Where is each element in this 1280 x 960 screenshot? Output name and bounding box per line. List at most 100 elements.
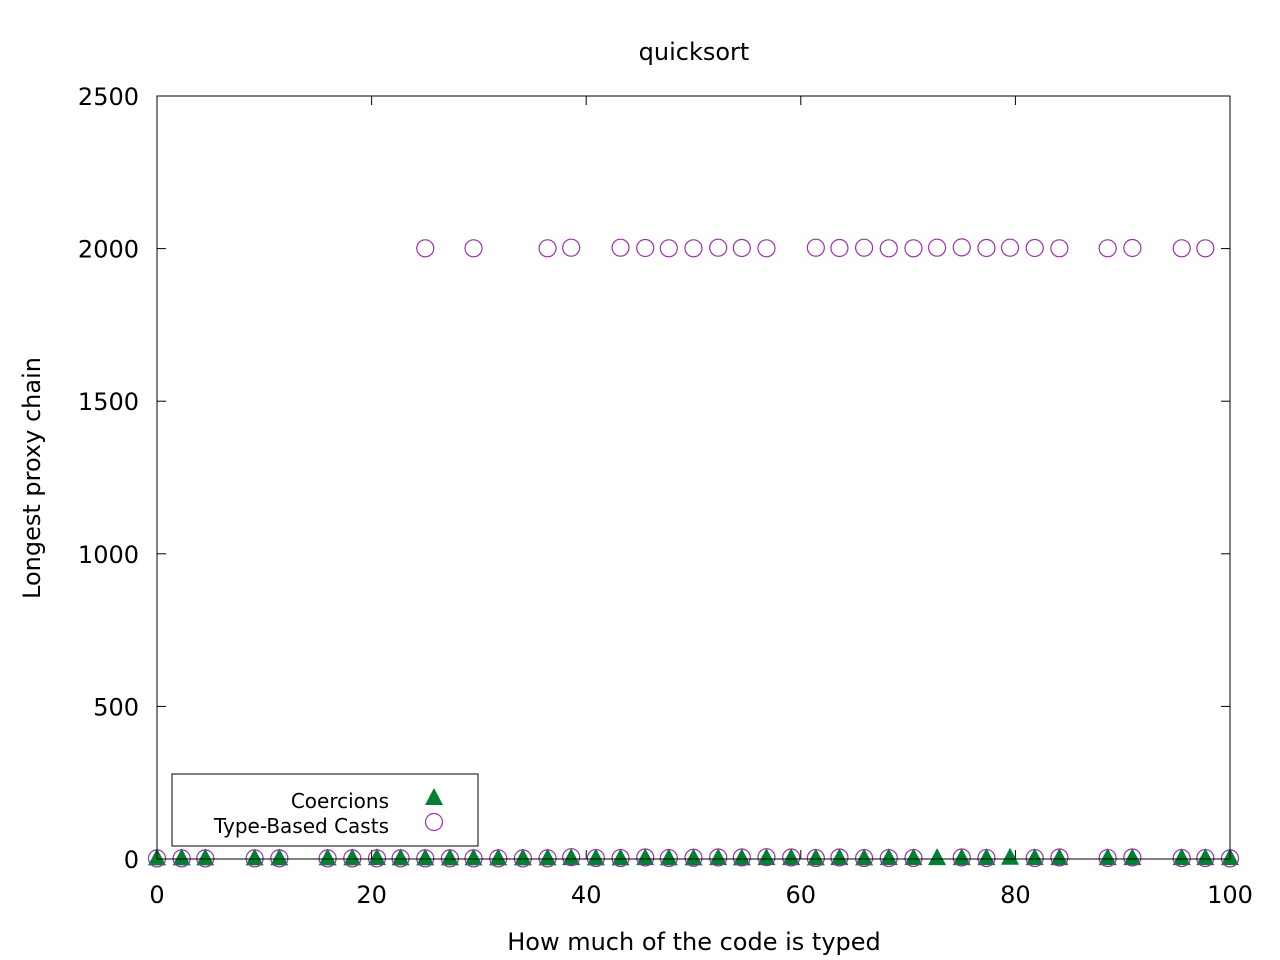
type-based-casts-point (245, 849, 264, 868)
type-based-casts-point (659, 239, 678, 258)
coercions-point (196, 848, 215, 866)
coercions-point (636, 848, 655, 866)
type-based-casts-point (416, 849, 435, 868)
legend-marker-coercions (425, 788, 443, 805)
coercions-point (806, 848, 825, 866)
type-based-casts-point (611, 238, 630, 257)
type-based-casts-point (270, 849, 289, 868)
type-based-casts-point (1000, 238, 1020, 257)
y-axis-label: Longest proxy chain (18, 357, 46, 599)
type-based-casts-point (855, 848, 874, 868)
type-based-casts-point (879, 239, 898, 258)
type-based-casts-point (879, 848, 898, 868)
type-based-casts-point (172, 849, 191, 868)
type-based-casts-point (709, 848, 728, 867)
coercions-point (782, 848, 801, 866)
type-based-casts-point (464, 239, 483, 258)
type-based-casts-point (538, 849, 557, 868)
coercions-point (172, 848, 191, 866)
x-tick-label: 0 (149, 881, 164, 909)
legend-label-type-based-casts: Type-Based Casts (213, 814, 389, 838)
legend-marker-type-based-casts (424, 812, 444, 832)
coercions-point (1172, 848, 1191, 866)
coercions-point (611, 848, 630, 866)
type-based-casts-point (927, 238, 947, 257)
type-based-casts-point (855, 238, 874, 257)
coercions-point (830, 848, 849, 866)
type-based-casts-point (1025, 848, 1044, 868)
type-based-casts-point (562, 848, 581, 867)
y-tick-label: 2000 (78, 236, 139, 264)
coercions-point (1123, 848, 1142, 866)
legend-label-coercions: Coercions (291, 789, 389, 813)
coercions-point (855, 848, 874, 866)
type-based-casts-point (611, 848, 630, 868)
coercions-point (1196, 848, 1215, 866)
chart-title: quicksort (639, 38, 750, 66)
type-based-casts-point (757, 848, 776, 867)
type-based-casts-point (904, 239, 923, 258)
type-based-casts-point (904, 848, 923, 868)
type-based-casts-point (1123, 848, 1142, 867)
type-based-casts-point (1123, 238, 1142, 258)
type-based-casts-point (684, 848, 703, 867)
type-based-casts-point (732, 848, 751, 867)
coercions-point (343, 848, 362, 866)
type-based-casts-point (830, 848, 849, 867)
coercions-point (709, 848, 728, 866)
legend-box (171, 773, 479, 847)
y-tick-label: 500 (93, 693, 139, 721)
legend: Coercions Type-Based Casts (171, 773, 479, 847)
coercions-point (562, 848, 581, 866)
type-based-casts-point (562, 238, 581, 257)
coercions-point (391, 848, 410, 866)
y-tick-label: 1000 (78, 541, 139, 569)
type-based-casts-point (709, 238, 728, 257)
type-based-casts-point (440, 849, 460, 868)
coercions-point (879, 848, 898, 866)
type-based-casts-point (1196, 239, 1215, 258)
type-based-casts-point (391, 849, 410, 868)
x-tick-label: 20 (356, 881, 387, 909)
type-based-casts-point (513, 849, 532, 868)
type-based-casts-point (416, 239, 435, 258)
type-based-casts-point (636, 238, 655, 258)
x-tick-label: 100 (1207, 881, 1253, 909)
type-based-casts-point (1050, 848, 1069, 867)
type-based-casts-point (952, 848, 971, 867)
y-tick-label: 1500 (78, 388, 139, 416)
type-based-casts-point (684, 239, 703, 258)
coercions-point (513, 848, 532, 866)
type-based-casts-point (343, 849, 362, 868)
type-based-casts-point (659, 848, 678, 868)
type-based-casts-point (367, 849, 387, 868)
type-based-casts-point (977, 238, 996, 258)
coercions-point (270, 848, 289, 866)
type-based-casts-point (1196, 848, 1215, 868)
coercions-point (245, 848, 264, 866)
coercions-point (489, 848, 508, 866)
coercions-point (586, 848, 605, 866)
type-based-casts-point (636, 848, 655, 867)
y-tick-label: 0 (124, 846, 139, 874)
type-based-casts-point (806, 238, 825, 257)
type-based-casts-point (464, 849, 483, 868)
type-based-casts-point (318, 849, 337, 868)
coercions-point (440, 848, 459, 866)
type-based-casts-point (830, 238, 849, 258)
coercions-point (952, 848, 971, 866)
data-points (147, 238, 1240, 868)
type-based-casts-point (757, 239, 776, 258)
type-based-casts-point (538, 239, 557, 258)
coercions-point (538, 848, 557, 866)
type-based-casts-point (1172, 239, 1191, 258)
coercions-point (928, 848, 947, 866)
coercions-point (464, 848, 483, 866)
coercions-point (977, 848, 996, 866)
type-based-casts-point (1025, 238, 1044, 258)
type-based-casts-point (586, 848, 605, 868)
type-based-casts-point (1098, 239, 1117, 258)
y-tick-label: 2500 (78, 83, 139, 111)
